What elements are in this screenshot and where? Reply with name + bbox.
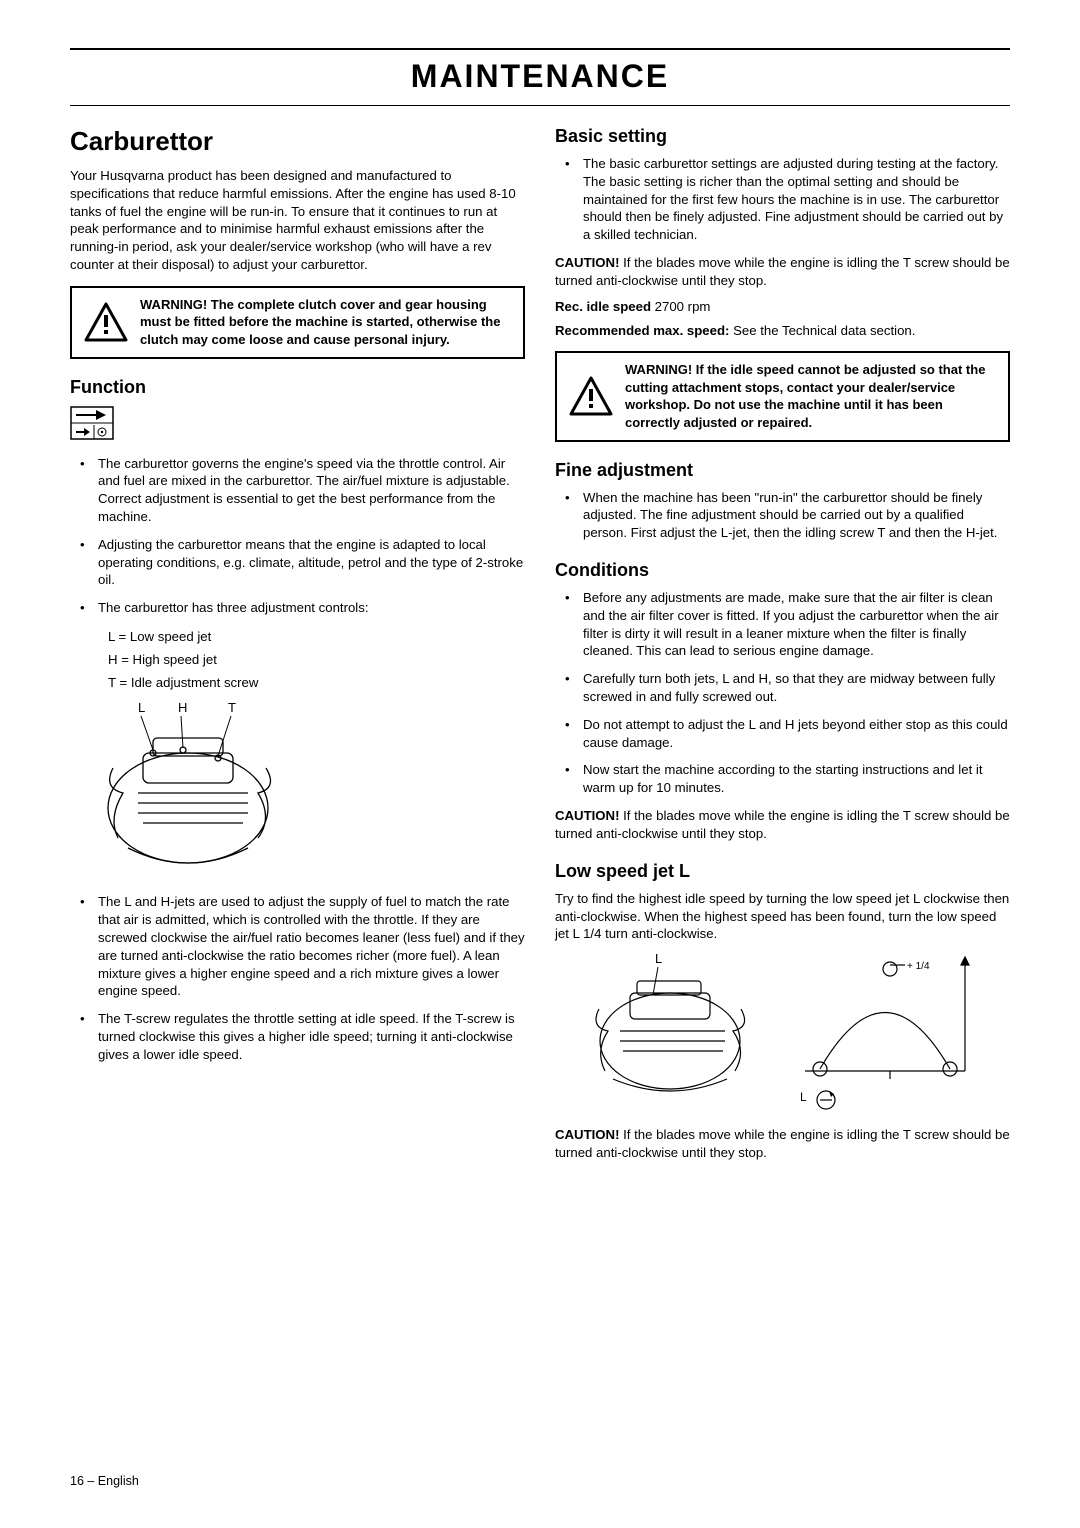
caution-1: CAUTION! If the blades move while the en… — [555, 254, 1010, 290]
warning-text-1: WARNING! The complete clutch cover and g… — [140, 296, 513, 349]
svg-text:T: T — [228, 700, 236, 715]
svg-text:H: H — [178, 700, 187, 715]
cond-item-3: Do not attempt to adjust the L and H jet… — [555, 716, 1010, 752]
function-item-4: The L and H-jets are used to adjust the … — [70, 893, 525, 1000]
function-item-1: The carburettor governs the engine's spe… — [70, 455, 525, 526]
heading-conditions: Conditions — [555, 560, 1010, 581]
rec-idle: Rec. idle speed 2700 rpm — [555, 298, 1010, 316]
right-column: Basic setting The basic carburettor sett… — [555, 126, 1010, 1170]
heading-low-speed: Low speed jet L — [555, 861, 1010, 882]
cond-item-1: Before any adjustments are made, make su… — [555, 589, 1010, 660]
function-item-2: Adjusting the carburettor means that the… — [70, 536, 525, 589]
basic-item-1: The basic carburettor settings are adjus… — [555, 155, 1010, 244]
rec-max: Recommended max. speed: See the Technica… — [555, 322, 1010, 340]
svg-text:L: L — [138, 700, 145, 715]
function-item-5: The T-screw regulates the throttle setti… — [70, 1010, 525, 1063]
sub-T: T = Idle adjustment screw — [70, 673, 525, 693]
svg-text:+ 1/4: + 1/4 — [907, 961, 930, 972]
svg-text:L: L — [655, 951, 662, 966]
warning-box-1: WARNING! The complete clutch cover and g… — [70, 286, 525, 359]
carburettor-figure: L H T — [98, 698, 525, 883]
cond-item-2: Carefully turn both jets, L and H, so th… — [555, 670, 1010, 706]
low-speed-figure: L + 1/4 — [575, 951, 1010, 1116]
heading-fine-adjustment: Fine adjustment — [555, 460, 1010, 481]
caution-2: CAUTION! If the blades move while the en… — [555, 807, 1010, 843]
heading-function: Function — [70, 377, 525, 398]
heading-carburettor: Carburettor — [70, 126, 525, 157]
page-footer: 16 – English — [70, 1474, 139, 1488]
caution-3: CAUTION! If the blades move while the en… — [555, 1126, 1010, 1162]
warning-icon — [82, 296, 130, 349]
warning-box-2: WARNING! If the idle speed cannot be adj… — [555, 351, 1010, 441]
sub-L: L = Low speed jet — [70, 627, 525, 647]
fine-item-1: When the machine has been "run-in" the c… — [555, 489, 1010, 542]
warning-text-2: WARNING! If the idle speed cannot be adj… — [625, 361, 998, 431]
cond-item-4: Now start the machine according to the s… — [555, 761, 1010, 797]
low-speed-paragraph: Try to find the highest idle speed by tu… — [555, 890, 1010, 943]
left-column: Carburettor Your Husqvarna product has b… — [70, 126, 525, 1170]
heading-basic-setting: Basic setting — [555, 126, 1010, 147]
function-small-icon — [70, 406, 525, 445]
warning-icon — [567, 361, 615, 431]
page-title: MAINTENANCE — [70, 56, 1010, 101]
intro-paragraph: Your Husqvarna product has been designed… — [70, 167, 525, 274]
svg-text:L: L — [800, 1090, 807, 1104]
function-item-3: The carburettor has three adjustment con… — [70, 599, 525, 617]
sub-H: H = High speed jet — [70, 650, 525, 670]
